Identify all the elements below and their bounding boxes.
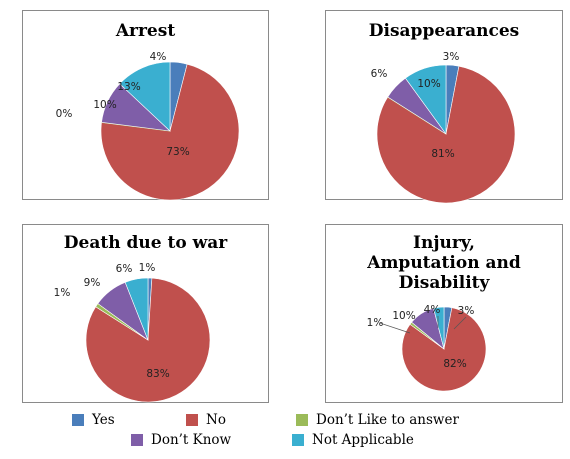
- data-label: 3%: [443, 51, 460, 63]
- legend-label: Yes: [92, 412, 115, 428]
- chart-title: Death due to war: [63, 233, 228, 253]
- data-label: 4%: [150, 51, 167, 63]
- pie-chart-disappearances: 3% 81% 6% 10%: [371, 51, 516, 204]
- pie-chart-death-due-to-war: 1% 83% 1% 9% 6%: [54, 262, 211, 403]
- legend-label: Don’t Know: [151, 432, 232, 448]
- legend-label: No: [206, 412, 226, 428]
- chart-legend: Yes No Don’t Like to answer Don’t Know N…: [0, 408, 570, 458]
- data-label: 13%: [117, 81, 140, 93]
- pie-slice-not-applicable: [405, 64, 447, 135]
- data-label: 6%: [371, 68, 388, 80]
- legend-label: Not Applicable: [312, 432, 414, 448]
- legend-swatch-dont-like-to-answer: [296, 414, 308, 426]
- data-label: 10%: [392, 310, 415, 322]
- data-label: 82%: [443, 358, 466, 370]
- legend-item-no: No: [186, 412, 226, 428]
- chart-panel-death-due-to-war: Death due to war 1% 83% 1% 9% 6%: [22, 224, 269, 403]
- data-label: 4%: [424, 304, 441, 316]
- pie-slice-not-applicable: [433, 306, 445, 350]
- data-label: 73%: [166, 146, 189, 158]
- chart-panel-arrest: Arrest 4% 73% 0% 10% 13%: [22, 10, 269, 201]
- data-label: 9%: [84, 277, 101, 289]
- chart-panel-disappearances: Disappearances 3% 81% 6% 10%: [325, 10, 563, 204]
- data-label: 1%: [139, 262, 156, 274]
- legend-item-dont-know: Don’t Know: [131, 432, 231, 448]
- legend-swatch-no: [186, 414, 198, 426]
- data-label: 1%: [54, 287, 71, 299]
- legend-label: Don’t Like to answer: [316, 412, 459, 428]
- pie-slice-not-applicable: [119, 61, 171, 132]
- data-label: 83%: [146, 368, 169, 380]
- leader-line: [379, 322, 411, 334]
- data-label: 6%: [116, 263, 133, 275]
- data-label: 10%: [417, 78, 440, 90]
- pie-slice-no: [376, 65, 516, 204]
- data-label: 81%: [431, 148, 454, 160]
- pie-chart-arrest: 4% 73% 0% 10%13%: [56, 51, 240, 201]
- legend-swatch-yes: [72, 414, 84, 426]
- legend-swatch-not-applicable: [292, 434, 304, 446]
- data-label: 1%: [367, 317, 384, 329]
- leader-line: [453, 316, 467, 330]
- legend-swatch-dont-know: [131, 434, 143, 446]
- data-label: 10%: [93, 99, 116, 111]
- chart-title: Disappearances: [368, 21, 520, 41]
- pie-slice-no: [100, 63, 240, 201]
- chart-panel-injury: Injury, Amputation and Disability 3% 82% 1…: [325, 224, 563, 403]
- legend-item-yes: Yes: [72, 412, 115, 428]
- chart-title: Arrest: [115, 21, 176, 41]
- legend-item-dont-like-to-answer: Don’t Like to answer: [296, 412, 459, 428]
- chart-title: Injury, Amputation and Disability: [367, 233, 521, 293]
- pie-slice-not-applicable: [124, 277, 149, 341]
- data-label: 0%: [56, 108, 73, 120]
- legend-item-not-applicable: Not Applicable: [292, 432, 414, 448]
- data-label: 3%: [458, 305, 475, 317]
- pie-chart-injury: 3% 82% 1% 10% 4%: [367, 304, 487, 392]
